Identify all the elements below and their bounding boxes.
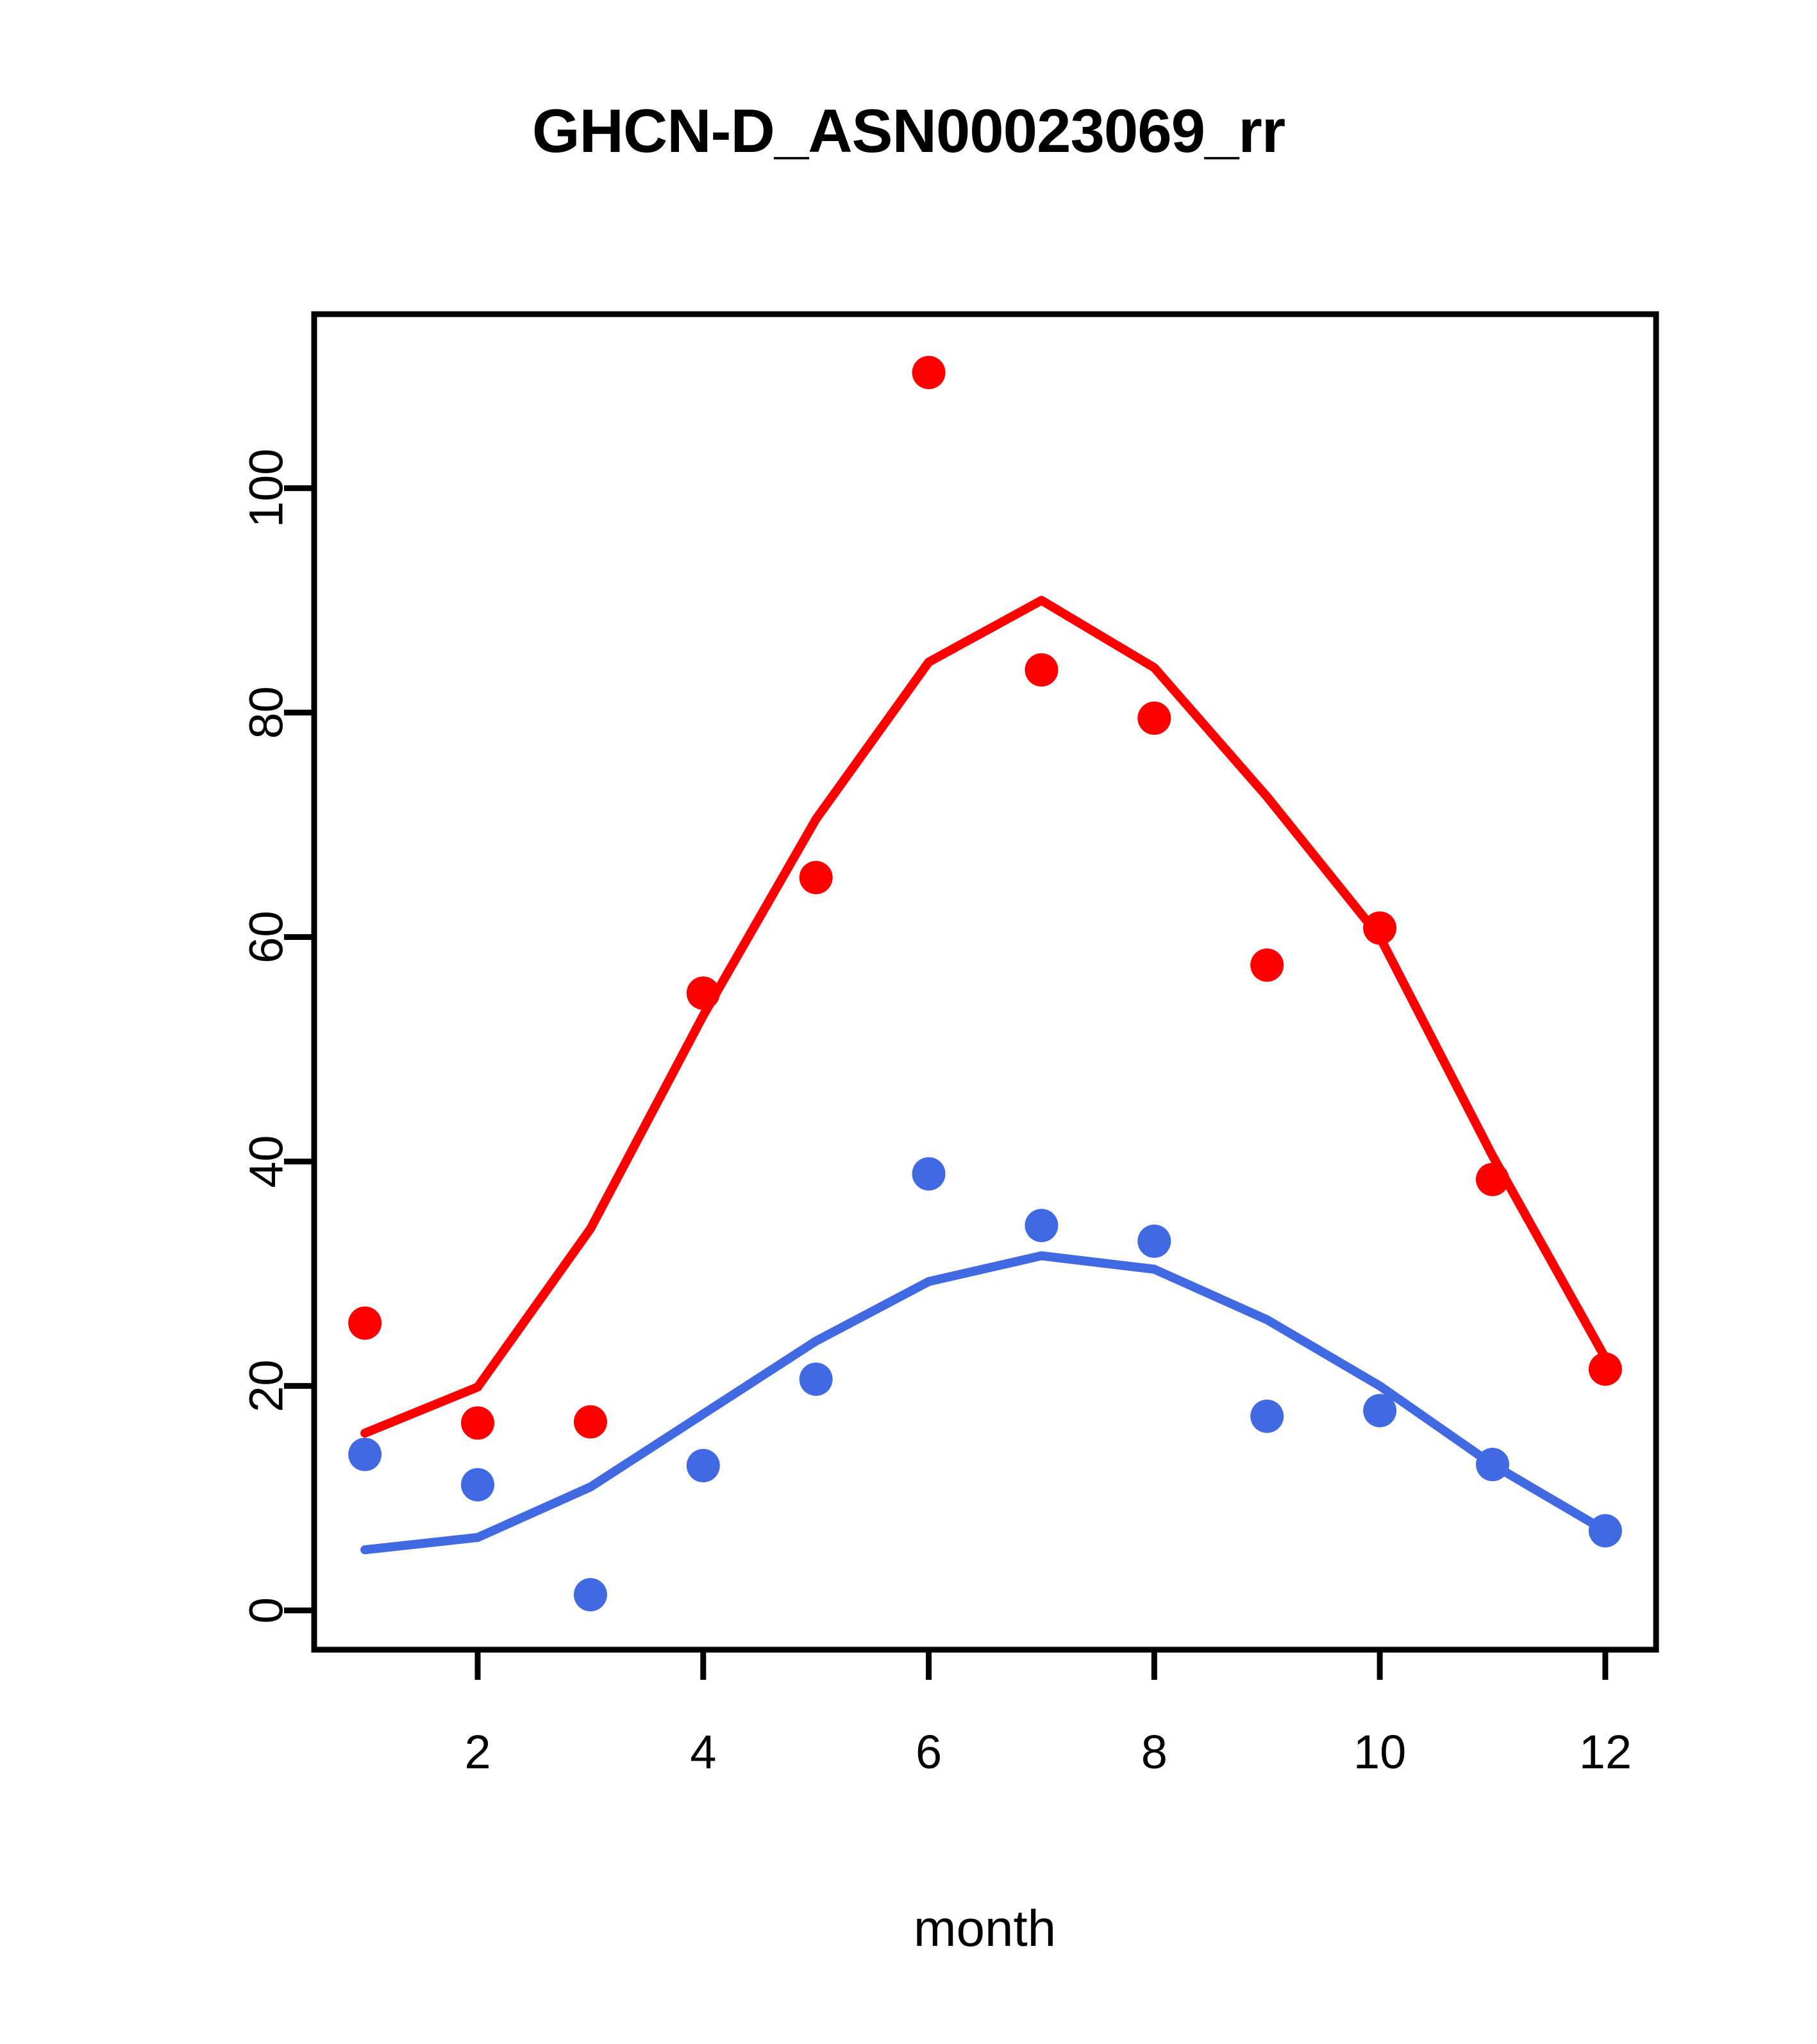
data-point-series_2 (912, 1157, 946, 1191)
x-axis-tick-label: 4 (690, 1725, 716, 1779)
x-axis-tick-label: 2 (464, 1725, 490, 1779)
y-axis-tick-label: 100 (240, 449, 293, 528)
x-axis: 2 4 6 8 10 12 (464, 1650, 1632, 1779)
x-axis-tick-label: 10 (1353, 1725, 1406, 1779)
y-axis-tick-label: 80 (240, 686, 293, 739)
plot-frame (311, 311, 1659, 1653)
data-point-series_1 (1250, 948, 1284, 982)
x-axis-tick-label: 8 (1141, 1725, 1168, 1779)
series-line-series_1 (360, 596, 1610, 1438)
page-title: GHCN-D_ASN00023069_rr (532, 97, 1285, 165)
data-point-series_2 (461, 1468, 495, 1502)
x-axis-tick-label: 12 (1579, 1725, 1632, 1779)
data-point-series_2 (348, 1437, 382, 1471)
data-point-series_2 (1363, 1394, 1397, 1428)
data-point-series_2 (1475, 1448, 1509, 1482)
data-point-series_2 (799, 1362, 833, 1396)
y-axis-tick-label: 20 (240, 1359, 293, 1412)
data-point-series_2 (686, 1448, 720, 1482)
series-points (348, 356, 1622, 1612)
y-axis-tick-label: 40 (240, 1135, 293, 1187)
data-point-series_2 (1137, 1224, 1171, 1258)
data-point-series_1 (1475, 1162, 1509, 1196)
x-axis-title: month (914, 1900, 1056, 1957)
data-point-series_1 (461, 1406, 495, 1440)
data-point-series_1 (1363, 911, 1397, 945)
data-point-series_2 (1250, 1399, 1284, 1433)
series-line-series_2 (360, 1251, 1610, 1555)
data-point-series_2 (1025, 1209, 1059, 1243)
data-point-series_1 (799, 860, 833, 894)
data-point-series_1 (573, 1405, 607, 1439)
data-point-series_1 (912, 356, 946, 390)
data-point-series_2 (573, 1578, 607, 1612)
data-point-series_1 (686, 976, 720, 1010)
data-point-series_1 (1588, 1352, 1622, 1386)
y-axis: 0 20 40 60 80 100 (240, 449, 314, 1623)
series-lines (360, 596, 1610, 1555)
data-point-series_1 (1025, 653, 1059, 687)
y-axis-tick-label: 0 (240, 1597, 293, 1623)
y-axis-tick-label: 60 (240, 910, 293, 963)
data-point-series_1 (348, 1306, 382, 1340)
data-point-series_2 (1588, 1514, 1622, 1548)
data-point-series_1 (1137, 701, 1171, 735)
x-axis-tick-label: 6 (916, 1725, 942, 1779)
